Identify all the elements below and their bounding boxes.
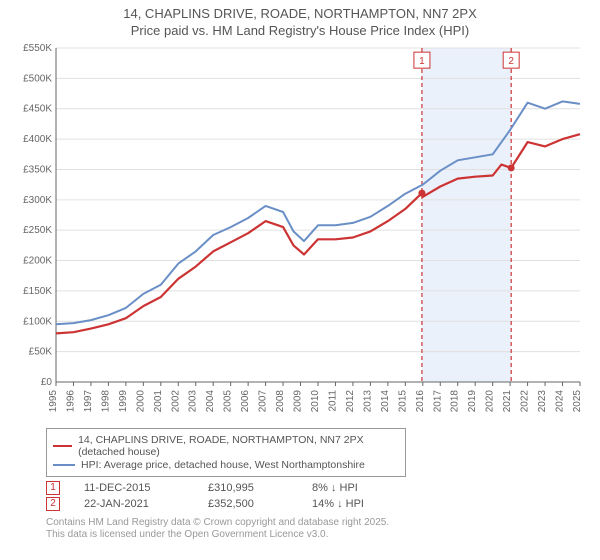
svg-text:£300K: £300K (23, 195, 52, 206)
footer-line1: Contains HM Land Registry data © Crown c… (46, 517, 389, 528)
svg-text:1999: 1999 (118, 389, 129, 412)
sale-date: 11-DEC-2015 (84, 482, 184, 494)
svg-text:2016: 2016 (415, 389, 426, 412)
sale-price: £310,995 (208, 482, 288, 494)
chart-svg: £0 £50K £100K £150K £200K £250K £300K £350K £400… (10, 42, 590, 422)
svg-text:2007: 2007 (258, 389, 269, 412)
svg-text:2006: 2006 (240, 389, 251, 412)
legend-box: 14, CHAPLINS DRIVE, ROADE, NORTHAMPTON, … (46, 428, 406, 477)
svg-text:1998: 1998 (100, 389, 111, 412)
footer-line2: This data is licensed under the Open Gov… (46, 529, 328, 540)
svg-text:£350K: £350K (23, 164, 52, 175)
svg-text:2000: 2000 (135, 389, 146, 412)
svg-text:2010: 2010 (310, 389, 321, 412)
svg-text:£250K: £250K (23, 225, 52, 236)
footer-attribution: Contains HM Land Registry data © Crown c… (46, 517, 590, 542)
svg-text:2024: 2024 (555, 389, 566, 412)
svg-text:2019: 2019 (467, 389, 478, 412)
legend-row: 14, CHAPLINS DRIVE, ROADE, NORTHAMPTON, … (53, 434, 399, 458)
svg-text:2021: 2021 (502, 389, 513, 412)
svg-text:1: 1 (419, 56, 425, 67)
svg-text:2013: 2013 (362, 389, 373, 412)
svg-text:£50K: £50K (29, 346, 53, 357)
svg-text:2020: 2020 (485, 389, 496, 412)
sale-diff: 8% ↓ HPI (312, 482, 412, 494)
svg-text:2014: 2014 (380, 389, 391, 412)
legend-swatch (53, 445, 72, 447)
svg-text:2: 2 (508, 56, 514, 67)
svg-text:£0: £0 (41, 377, 53, 388)
svg-text:2012: 2012 (345, 389, 356, 412)
sales-row: 2 22-JAN-2021 £352,500 14% ↓ HPI (46, 497, 590, 511)
svg-text:£450K: £450K (23, 104, 52, 115)
title-line2: Price paid vs. HM Land Registry's House … (131, 23, 469, 38)
legend-label: HPI: Average price, detached house, West… (81, 459, 365, 471)
svg-text:1996: 1996 (65, 389, 76, 412)
svg-text:2015: 2015 (397, 389, 408, 412)
sale-index-badge: 2 (46, 497, 60, 511)
svg-text:2009: 2009 (293, 389, 304, 412)
svg-text:2017: 2017 (432, 389, 443, 412)
svg-text:£500K: £500K (23, 73, 52, 84)
svg-text:2008: 2008 (275, 389, 286, 412)
svg-text:2011: 2011 (327, 389, 338, 411)
legend-label: 14, CHAPLINS DRIVE, ROADE, NORTHAMPTON, … (78, 434, 399, 458)
title-line1: 14, CHAPLINS DRIVE, ROADE, NORTHAMPTON, … (123, 6, 477, 21)
svg-text:2023: 2023 (537, 389, 548, 412)
svg-text:1995: 1995 (48, 389, 59, 412)
svg-text:2001: 2001 (153, 389, 164, 412)
svg-text:£200K: £200K (23, 255, 52, 266)
svg-text:2005: 2005 (223, 389, 234, 412)
svg-text:1997: 1997 (83, 389, 94, 412)
svg-text:2003: 2003 (188, 389, 199, 412)
legend-swatch (53, 464, 75, 466)
svg-text:£550K: £550K (23, 43, 52, 54)
svg-text:2002: 2002 (170, 389, 181, 412)
svg-text:£100K: £100K (23, 316, 52, 327)
sale-date: 22-JAN-2021 (84, 498, 184, 510)
svg-text:2022: 2022 (520, 389, 531, 412)
svg-text:2018: 2018 (450, 389, 461, 412)
legend-row: HPI: Average price, detached house, West… (53, 459, 399, 471)
sales-table: 1 11-DEC-2015 £310,995 8% ↓ HPI 2 22-JAN-2021… (46, 481, 590, 511)
svg-text:2004: 2004 (205, 389, 216, 412)
sale-price: £352,500 (208, 498, 288, 510)
chart-title: 14, CHAPLINS DRIVE, ROADE, NORTHAMPTON, … (0, 0, 600, 42)
svg-text:2025: 2025 (572, 389, 583, 412)
sale-diff: 14% ↓ HPI (312, 498, 412, 510)
svg-text:£400K: £400K (23, 134, 52, 145)
svg-text:£150K: £150K (23, 286, 52, 297)
sales-row: 1 11-DEC-2015 £310,995 8% ↓ HPI (46, 481, 590, 495)
chart-area: £0 £50K £100K £150K £200K £250K £300K £350K £400… (10, 42, 590, 422)
sale-index-badge: 1 (46, 481, 60, 495)
